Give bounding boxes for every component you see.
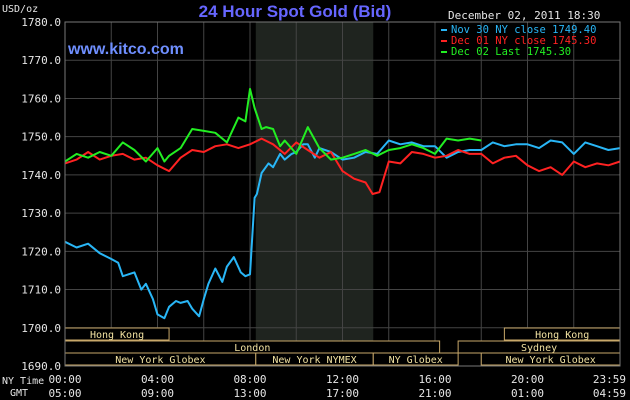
x-tick-label-ny: 20:00 [511,373,544,386]
y-tick-label: 1690.0 [21,360,61,373]
shaded-region-layer [255,22,374,366]
x-tick-label-ny: 16:00 [418,373,451,386]
x-tick-label-gmt: 09:00 [141,387,174,400]
nymex-session-shade [255,22,374,366]
y-tick-label: 1740.0 [21,169,61,182]
y-unit-label: USD/oz [2,4,38,15]
chart-title: 24 Hour Spot Gold (Bid) [199,2,392,21]
market-session-label: New York NYMEX [272,355,356,366]
y-tick-label: 1760.0 [21,92,61,105]
website-watermark[interactable]: www.kitco.com [67,41,184,58]
x-tick-label-gmt: 17:00 [326,387,359,400]
legend-entry: Dec 02 Last 1745.30 [451,46,571,58]
market-session-label: New York Globex [115,355,205,366]
market-session-label: New York Globex [505,355,595,366]
series-line-0 [64,139,621,320]
market-session-label: London [234,343,270,354]
series-line-2 [64,87,482,163]
x-tick-label-ny: 04:00 [141,373,174,386]
market-session-label: Hong Kong [90,330,144,341]
y-tick-label: 1710.0 [21,284,61,297]
y-tick-labels: 1780.0 1770.0 1760.0 1750.0 1740.0 1730.0 1720… [21,16,61,373]
x-tick-label-ny: 00:00 [48,373,81,386]
x-tick-label-gmt: 01:00 [511,387,544,400]
y-tick-label: 1700.0 [21,322,61,335]
legend-entry: Dec 01 NY close 1745.30 [451,35,596,47]
market-session-label: Sydney [521,343,557,354]
x-tick-labels: 00:00 04:00 08:00 12:00 16:00 20:00 23:59 05:00… [48,373,626,400]
series-layer [64,87,621,320]
date-label: December 02, 2011 18:30 [448,9,600,22]
x-tick-label-ny: 23:59 [593,373,626,386]
series-line-1 [64,137,621,195]
market-session-box [372,352,459,366]
market-session-label: Hong Kong [535,330,589,341]
ny-time-label: NY Time [2,376,44,387]
y-tick-label: 1720.0 [21,245,61,258]
legend-entry: Nov 30 NY close 1749.40 [451,24,596,36]
market-session-label: NY Globex [389,355,443,366]
x-tick-label-gmt: 04:59 [593,387,626,400]
y-tick-label: 1730.0 [21,207,61,220]
x-tick-label-gmt: 05:00 [48,387,81,400]
x-tick-label-gmt: 21:00 [418,387,451,400]
x-tick-label-gmt: 13:00 [233,387,266,400]
y-tick-label: 1780.0 [21,16,61,29]
plot-frame [64,21,621,367]
x-tick-label-ny: 08:00 [233,373,266,386]
y-tick-label: 1770.0 [21,54,61,67]
y-tick-label: 1750.0 [21,131,61,144]
gmt-label: GMT [10,388,28,399]
x-tick-label-ny: 12:00 [326,373,359,386]
